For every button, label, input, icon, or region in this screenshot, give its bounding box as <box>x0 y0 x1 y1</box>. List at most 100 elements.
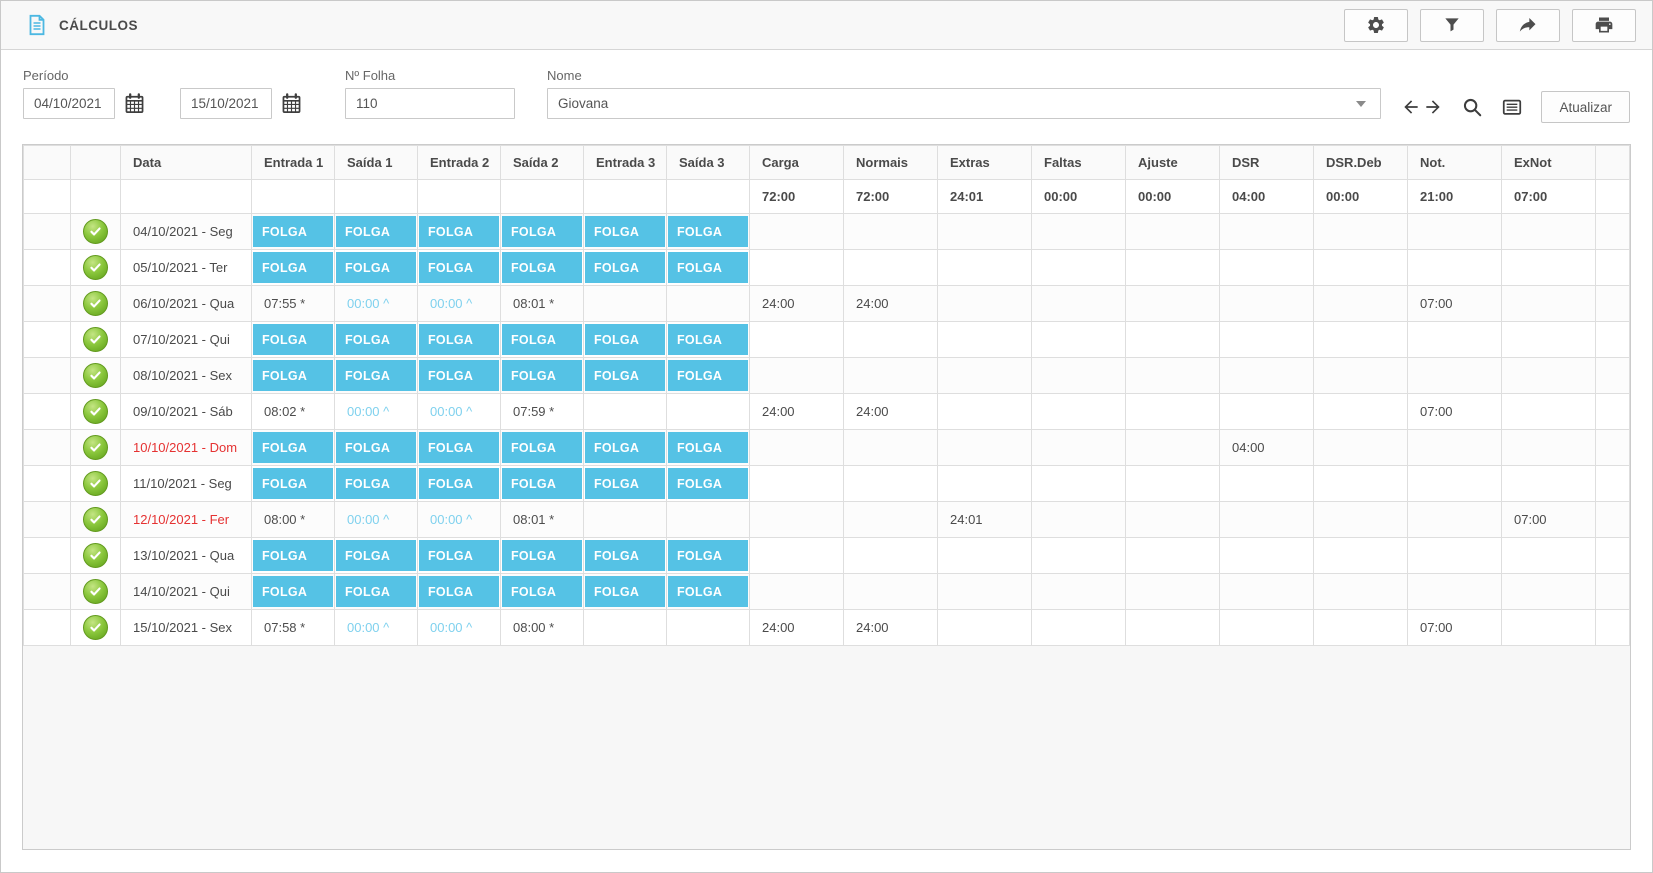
punch-cell[interactable]: FOLGA <box>500 213 584 250</box>
punch-cell[interactable]: FOLGA <box>500 537 584 574</box>
punch-cell[interactable]: FOLGA <box>334 249 418 286</box>
punch-cell[interactable]: 08:00 * <box>251 501 335 538</box>
date-from-input[interactable] <box>23 88 115 119</box>
punch-cell[interactable]: FOLGA <box>251 357 335 394</box>
calendar-icon[interactable] <box>123 92 146 115</box>
settings-button[interactable] <box>1344 8 1408 42</box>
arrow-left-icon[interactable] <box>1401 97 1421 117</box>
punch-cell[interactable]: FOLGA <box>334 213 418 250</box>
punch-cell[interactable]: FOLGA <box>583 573 667 610</box>
check-icon[interactable] <box>83 363 108 388</box>
punch-cell[interactable]: FOLGA <box>334 321 418 358</box>
punch-cell[interactable]: FOLGA <box>417 357 501 394</box>
punch-cell[interactable]: 00:00 ^ <box>334 501 418 538</box>
check-icon[interactable] <box>83 615 108 640</box>
punch-cell[interactable]: FOLGA <box>334 537 418 574</box>
punch-cell[interactable]: FOLGA <box>251 465 335 502</box>
punch-cell[interactable]: 08:02 * <box>251 393 335 430</box>
punch-cell[interactable]: FOLGA <box>666 321 750 358</box>
punch-cell[interactable]: FOLGA <box>500 573 584 610</box>
row-selector-cell[interactable] <box>23 213 71 250</box>
nome-select[interactable]: Giovana <box>547 88 1382 119</box>
punch-cell[interactable]: FOLGA <box>500 249 584 286</box>
row-selector-cell[interactable] <box>23 321 71 358</box>
punch-cell[interactable]: FOLGA <box>583 249 667 286</box>
punch-cell[interactable]: 07:55 * <box>251 285 335 322</box>
punch-cell[interactable]: FOLGA <box>251 537 335 574</box>
punch-cell[interactable] <box>583 393 667 430</box>
filter-button[interactable] <box>1420 8 1484 42</box>
punch-cell[interactable]: FOLGA <box>583 537 667 574</box>
punch-cell[interactable]: FOLGA <box>334 429 418 466</box>
punch-cell[interactable]: FOLGA <box>666 429 750 466</box>
punch-cell[interactable]: FOLGA <box>583 213 667 250</box>
row-selector-cell[interactable] <box>23 537 71 574</box>
row-selector-cell[interactable] <box>23 501 71 538</box>
punch-cell[interactable]: FOLGA <box>251 321 335 358</box>
export-button[interactable] <box>1496 8 1560 42</box>
punch-cell[interactable]: 07:59 * <box>500 393 584 430</box>
punch-cell[interactable]: FOLGA <box>666 249 750 286</box>
punch-cell[interactable]: FOLGA <box>334 357 418 394</box>
punch-cell[interactable]: 07:58 * <box>251 609 335 646</box>
check-icon[interactable] <box>83 543 108 568</box>
punch-cell[interactable]: FOLGA <box>417 429 501 466</box>
punch-cell[interactable]: FOLGA <box>583 465 667 502</box>
punch-cell[interactable] <box>583 285 667 322</box>
row-selector-cell[interactable] <box>23 429 71 466</box>
folha-input[interactable] <box>345 88 515 119</box>
check-icon[interactable] <box>83 579 108 604</box>
punch-cell[interactable]: 08:01 * <box>500 285 584 322</box>
list-view-icon[interactable] <box>1501 96 1523 118</box>
check-icon[interactable] <box>83 219 108 244</box>
punch-cell[interactable]: FOLGA <box>417 465 501 502</box>
punch-cell[interactable]: FOLGA <box>583 357 667 394</box>
check-icon[interactable] <box>83 435 108 460</box>
punch-cell[interactable]: FOLGA <box>666 357 750 394</box>
row-selector-cell[interactable] <box>23 249 71 286</box>
punch-cell[interactable]: FOLGA <box>251 213 335 250</box>
punch-cell[interactable]: FOLGA <box>666 573 750 610</box>
check-icon[interactable] <box>83 327 108 352</box>
check-icon[interactable] <box>83 255 108 280</box>
calendar-icon[interactable] <box>280 92 303 115</box>
print-button[interactable] <box>1572 8 1636 42</box>
punch-cell[interactable] <box>583 501 667 538</box>
punch-cell[interactable]: 00:00 ^ <box>417 501 501 538</box>
punch-cell[interactable]: FOLGA <box>251 249 335 286</box>
punch-cell[interactable]: 00:00 ^ <box>334 285 418 322</box>
date-to-input[interactable] <box>180 88 272 119</box>
arrow-right-icon[interactable] <box>1423 97 1443 117</box>
punch-cell[interactable]: FOLGA <box>666 465 750 502</box>
punch-cell[interactable]: FOLGA <box>500 357 584 394</box>
punch-cell[interactable]: 00:00 ^ <box>334 609 418 646</box>
check-icon[interactable] <box>83 471 108 496</box>
punch-cell[interactable]: 00:00 ^ <box>417 285 501 322</box>
punch-cell[interactable]: 00:00 ^ <box>334 393 418 430</box>
punch-cell[interactable]: FOLGA <box>417 573 501 610</box>
punch-cell[interactable]: 00:00 ^ <box>417 609 501 646</box>
atualizar-button[interactable]: Atualizar <box>1541 91 1630 123</box>
punch-cell[interactable]: FOLGA <box>251 573 335 610</box>
row-selector-cell[interactable] <box>23 285 71 322</box>
row-selector-cell[interactable] <box>23 573 71 610</box>
punch-cell[interactable]: 08:01 * <box>500 501 584 538</box>
punch-cell[interactable] <box>666 609 750 646</box>
punch-cell[interactable]: FOLGA <box>583 429 667 466</box>
check-icon[interactable] <box>83 291 108 316</box>
punch-cell[interactable]: 08:00 * <box>500 609 584 646</box>
row-selector-cell[interactable] <box>23 393 71 430</box>
punch-cell[interactable]: FOLGA <box>417 321 501 358</box>
check-icon[interactable] <box>83 507 108 532</box>
punch-cell[interactable]: FOLGA <box>500 465 584 502</box>
punch-cell[interactable]: FOLGA <box>417 213 501 250</box>
check-icon[interactable] <box>83 399 108 424</box>
punch-cell[interactable] <box>666 285 750 322</box>
punch-cell[interactable]: FOLGA <box>666 537 750 574</box>
search-icon[interactable] <box>1461 96 1483 118</box>
punch-cell[interactable]: FOLGA <box>666 213 750 250</box>
row-selector-cell[interactable] <box>23 609 71 646</box>
punch-cell[interactable] <box>666 393 750 430</box>
punch-cell[interactable] <box>666 501 750 538</box>
punch-cell[interactable]: FOLGA <box>334 573 418 610</box>
